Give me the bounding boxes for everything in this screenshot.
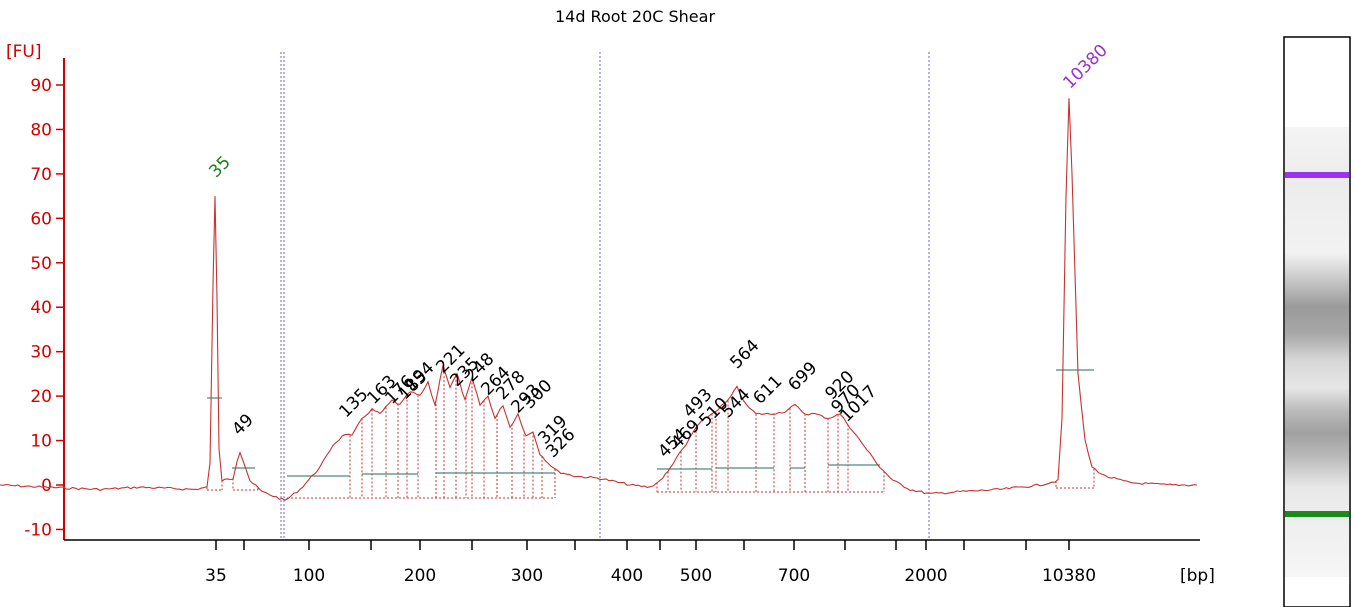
peak-label: 49 [228, 410, 257, 439]
x-tick-label: 300 [511, 566, 543, 586]
peak-label: 10380 [1059, 41, 1111, 93]
electropherogram-trace [0, 98, 1198, 501]
y-tick-label: 40 [30, 298, 52, 318]
peak-label: 35 [205, 152, 234, 181]
y-tick-label: 0 [41, 476, 52, 496]
gel-lane-background [1285, 127, 1349, 577]
x-tick-label: 35 [205, 566, 227, 586]
y-tick-label: 20 [30, 387, 52, 407]
x-tick-label: 10380 [1042, 566, 1096, 586]
region-markers [280, 52, 930, 540]
y-tick-label: 10 [30, 432, 52, 452]
y-tick-label: 90 [30, 76, 52, 96]
x-tick-label: 400 [611, 566, 643, 586]
y-tick-label: 50 [30, 254, 52, 274]
baseline-segments [207, 369, 1094, 477]
gel-upper-marker-band [1285, 172, 1349, 178]
y-tick-label: 80 [30, 120, 52, 140]
gel-lower-marker-band [1285, 511, 1349, 517]
y-tick-label: -10 [24, 520, 52, 540]
x-tick-label: 500 [680, 566, 712, 586]
x-tick-label: 2000 [904, 566, 947, 586]
peak-labels: 3549135163176185194221235248264278293300… [205, 41, 1111, 462]
y-axis-label: [FU] [6, 42, 42, 62]
x-tick-label: 100 [293, 566, 325, 586]
peak-label: 611 [749, 371, 786, 408]
peak-label: 564 [726, 336, 763, 373]
y-tick-label: 60 [30, 209, 52, 229]
gel-lane [1283, 36, 1351, 607]
x-tick-label: 200 [404, 566, 436, 586]
y-tick-label: 30 [30, 343, 52, 363]
y-axis-ticks: -10 0 10 20 30 40 50 60 70 80 90 [24, 76, 64, 540]
x-tick-label: 700 [778, 566, 810, 586]
integration-regions [206, 368, 1095, 500]
chart-title: 14d Root 20C Shear [555, 7, 716, 26]
peak-label: 699 [784, 358, 821, 395]
x-axis-ticks [215, 540, 1070, 550]
x-axis-label: [bp] [1180, 566, 1215, 586]
y-tick-label: 70 [30, 165, 52, 185]
